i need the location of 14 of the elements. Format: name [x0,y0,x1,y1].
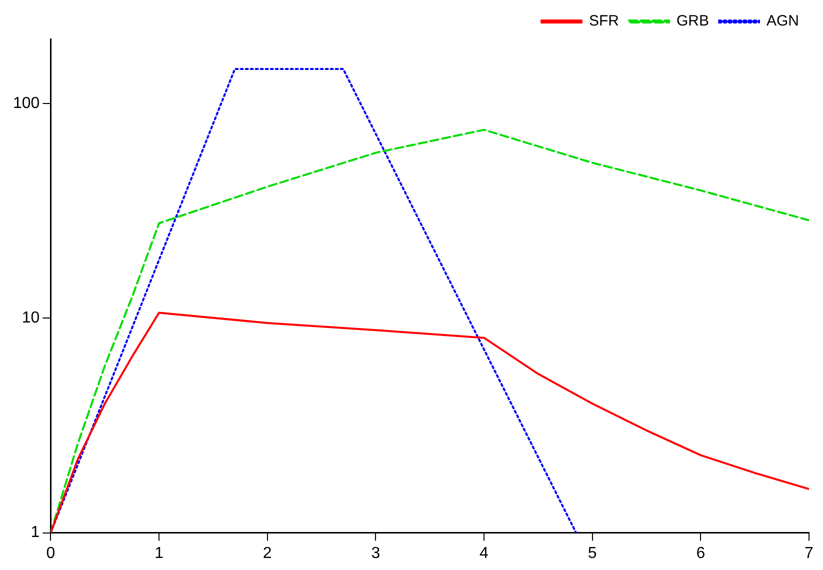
legend-label: SFR [588,12,620,30]
y-tick-label: 100 [12,95,40,112]
legend-label: GRB [676,12,710,30]
x-tick-label: 4 [480,544,489,562]
x-tick-label: 2 [262,544,272,562]
x-tick-label: 5 [588,544,597,562]
x-tick-label: 3 [371,544,380,562]
x-tick-label: 7 [804,544,814,562]
x-tick-label: 0 [46,544,56,562]
x-tick-label: 6 [696,544,706,562]
legend-label: AGN [766,12,800,30]
x-tick-label: 1 [154,544,164,562]
y-tick-label: 1 [30,524,40,542]
y-tick-label: 10 [22,310,40,327]
